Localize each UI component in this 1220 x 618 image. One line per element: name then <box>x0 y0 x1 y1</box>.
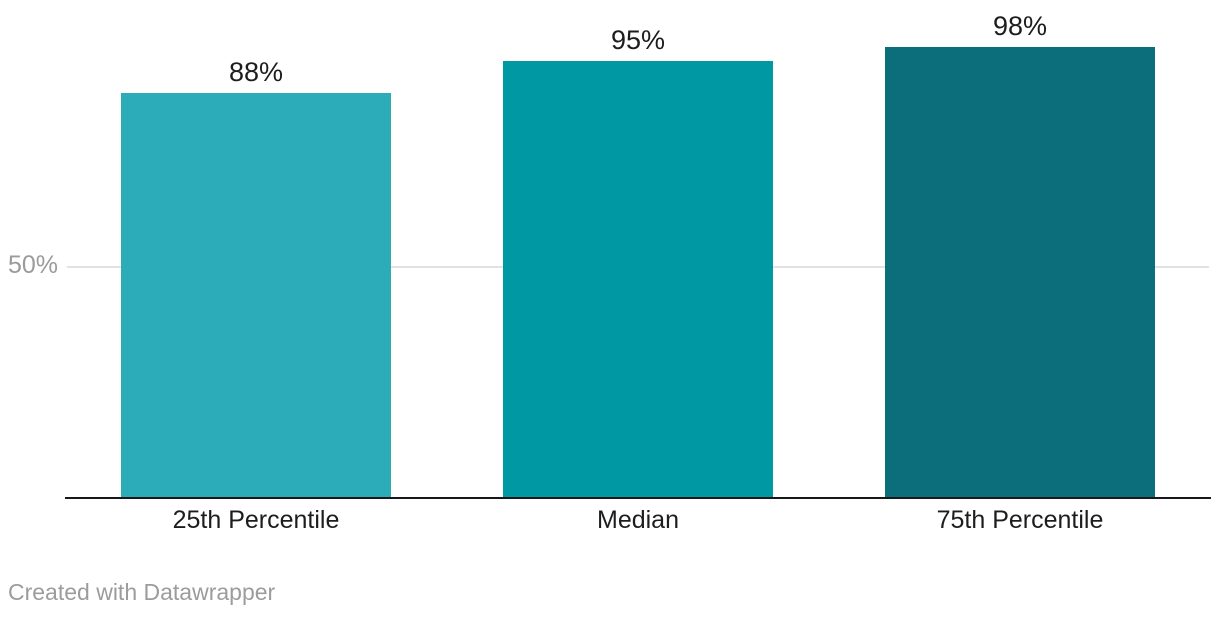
category-axis: 25th Percentile Median 75th Percentile <box>65 508 1211 533</box>
column-75th-percentile: 98% <box>829 13 1211 497</box>
bar-75th-percentile[interactable] <box>885 47 1155 497</box>
value-label-75th-percentile: 98% <box>992 11 1048 41</box>
category-label-median: Median <box>597 506 679 534</box>
bar-median[interactable] <box>503 61 773 497</box>
category-label-25th-percentile: 25th Percentile <box>172 506 340 534</box>
plot-area: 88% 95% 98% <box>65 13 1211 497</box>
y-tick-label-50: 50% <box>8 251 59 279</box>
category-label-75th-percentile: 75th Percentile <box>936 506 1104 534</box>
column-25th-percentile: 88% <box>65 59 447 497</box>
x-axis-line <box>65 497 1211 499</box>
column-median: 95% <box>447 27 829 497</box>
datawrapper-attribution: Created with Datawrapper <box>8 579 276 605</box>
value-label-median: 95% <box>610 25 666 55</box>
bar-25th-percentile[interactable] <box>121 93 391 497</box>
value-label-25th-percentile: 88% <box>228 57 284 87</box>
